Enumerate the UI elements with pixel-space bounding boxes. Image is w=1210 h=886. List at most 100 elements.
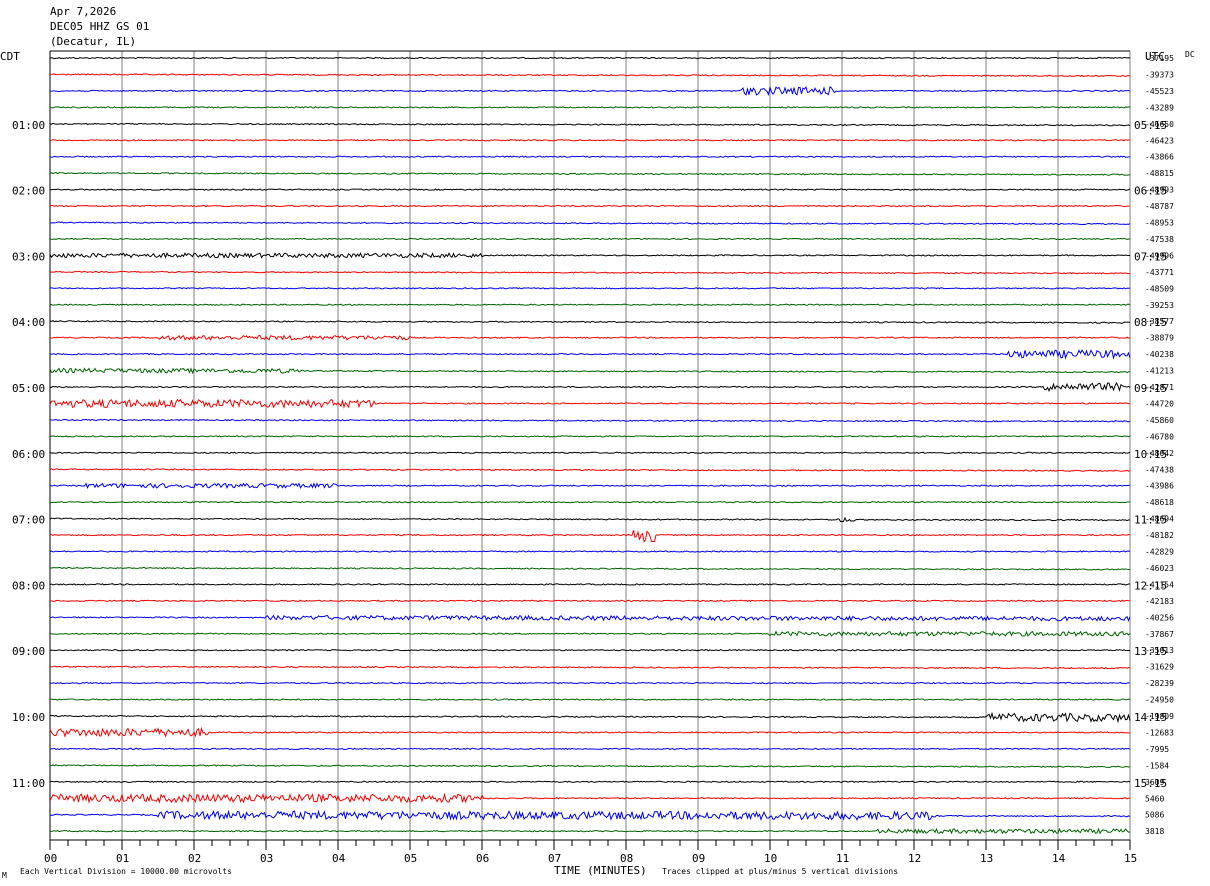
trace-offset-label: -39253	[1145, 301, 1174, 310]
trace-line-0	[49, 56, 1131, 60]
trace-offset-label: -45523	[1145, 87, 1174, 96]
trace-line-25	[49, 468, 1131, 472]
left-hour-label: 01:00	[12, 119, 45, 132]
right-timezone: UTC	[1145, 50, 1165, 63]
trace-offset-label: -28239	[1145, 679, 1174, 688]
trace-line-33	[49, 599, 1131, 603]
corner-label: DC	[1185, 50, 1195, 59]
trace-offset-label: -48618	[1145, 498, 1174, 507]
trace-offset-label: -43986	[1145, 482, 1174, 491]
x-tick-label: 13	[980, 852, 993, 865]
x-tick-label: 11	[836, 852, 849, 865]
trace-line-11	[49, 237, 1131, 241]
trace-line-7	[49, 172, 1131, 176]
trace-offset-label: -48042	[1145, 449, 1174, 458]
trace-line-40	[49, 711, 1131, 724]
left-hour-label: 04:00	[12, 316, 45, 329]
x-tick-label: 07	[548, 852, 561, 865]
header-location: (Decatur, IL)	[50, 35, 137, 48]
trace-offset-label: -48953	[1145, 219, 1174, 228]
trace-line-39	[49, 698, 1131, 701]
trace-offset-label: -43289	[1145, 103, 1174, 112]
trace-line-22	[49, 418, 1131, 423]
trace-line-42	[49, 747, 1131, 751]
trace-line-27	[49, 500, 1131, 504]
trace-offset-label: -46780	[1145, 432, 1174, 441]
trace-offset-label: -45860	[1145, 416, 1174, 425]
trace-line-23	[49, 435, 1131, 438]
right-hour-label: 15:15	[1134, 777, 1167, 790]
trace-offset-label: -41154	[1145, 580, 1174, 589]
trace-line-38	[49, 681, 1131, 685]
trace-offset-label: -48509	[1145, 284, 1174, 293]
trace-line-18	[49, 349, 1131, 360]
x-tick-label: 05	[404, 852, 417, 865]
trace-line-9	[49, 204, 1131, 208]
left-hour-label: 05:00	[12, 382, 45, 395]
right-hour-label: 06:15	[1134, 185, 1167, 198]
right-hour-label: 11:15	[1134, 514, 1167, 527]
trace-offset-label: -39373	[1145, 70, 1174, 79]
trace-line-16	[49, 320, 1131, 324]
trace-line-34	[49, 614, 1131, 622]
trace-offset-label: -43866	[1145, 153, 1174, 162]
trace-offset-label: -48694	[1145, 515, 1174, 524]
trace-offset-label: 5086	[1145, 811, 1164, 820]
trace-line-19	[49, 367, 1131, 375]
trace-line-30	[49, 550, 1131, 553]
right-hour-label: 10:15	[1134, 448, 1167, 461]
left-hour-label: 10:00	[12, 711, 45, 724]
footer-mark: M	[2, 871, 7, 880]
trace-offset-label: -24950	[1145, 696, 1174, 705]
trace-line-12	[49, 252, 1131, 259]
left-hour-label: 03:00	[12, 250, 45, 263]
trace-offset-label: -46023	[1145, 564, 1174, 573]
trace-line-37	[49, 665, 1131, 670]
x-tick-label: 01	[116, 852, 129, 865]
trace-offset-label: -1584	[1145, 761, 1169, 770]
trace-offset-label: -46650	[1145, 120, 1174, 129]
traces	[49, 56, 1131, 835]
trace-offset-label: 3818	[1145, 827, 1164, 836]
trace-line-44	[49, 780, 1131, 783]
trace-line-41	[49, 726, 1131, 738]
trace-offset-label: -41213	[1145, 367, 1174, 376]
trace-offset-label: -42871	[1145, 383, 1174, 392]
trace-line-2	[49, 86, 1131, 96]
trace-line-17	[49, 334, 1131, 342]
x-tick-label: 04	[332, 852, 346, 865]
trace-offset-label: -47538	[1145, 235, 1174, 244]
x-tick-label: 02	[188, 852, 201, 865]
trace-offset-label: -7995	[1145, 745, 1169, 754]
trace-offset-label: -48182	[1145, 531, 1174, 540]
scale-note: Each Vertical Division = 10000.00 microv…	[20, 867, 232, 876]
trace-line-47	[49, 827, 1131, 835]
trace-offset-label: -49996	[1145, 251, 1174, 260]
left-hour-label: 06:00	[12, 448, 45, 461]
trace-line-10	[49, 221, 1131, 226]
x-tick-label: 06	[476, 852, 489, 865]
trace-offset-label: -37867	[1145, 630, 1174, 639]
labels: 00 01 02 03 04 05 06 07 08 09 10 11 12 13 14 15 -37195 -3…	[12, 54, 1174, 865]
header-station: DEC05 HHZ GS 01	[50, 20, 150, 33]
x-tick-label: 10	[764, 852, 777, 865]
trace-offset-label: -48815	[1145, 169, 1174, 178]
x-tick-label: 14	[1052, 852, 1066, 865]
trace-line-26	[49, 482, 1131, 490]
trace-line-5	[49, 139, 1131, 142]
trace-line-29	[49, 530, 1131, 543]
trace-line-45	[49, 792, 1131, 804]
x-tick-label: 08	[620, 852, 633, 865]
trace-line-46	[49, 809, 1131, 822]
trace-offset-label: -37195	[1145, 54, 1174, 63]
trace-line-1	[49, 73, 1131, 78]
trace-offset-label: -38577	[1145, 317, 1174, 326]
trace-offset-label: -47438	[1145, 465, 1174, 474]
trace-offset-label: -42183	[1145, 597, 1174, 606]
trace-offset-label: -42829	[1145, 548, 1174, 557]
left-hour-label: 11:00	[12, 777, 45, 790]
trace-offset-label: -43771	[1145, 268, 1174, 277]
right-hour-label: 05:15	[1134, 119, 1167, 132]
left-timezone: CDT	[0, 50, 20, 63]
trace-offset-label: -38879	[1145, 334, 1174, 343]
